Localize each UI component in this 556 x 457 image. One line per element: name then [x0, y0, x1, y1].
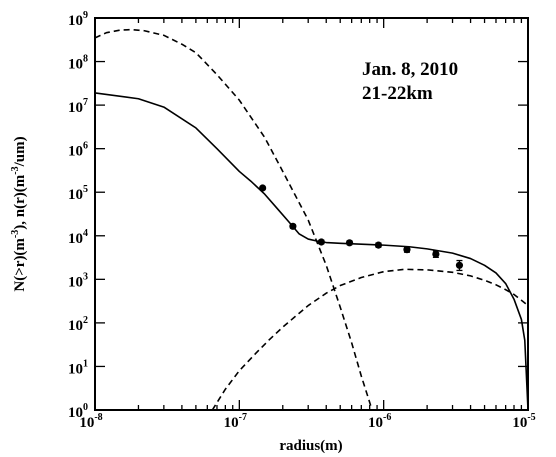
x-tick-label: 10-8	[79, 412, 102, 431]
y-tick-label: 107	[68, 97, 88, 116]
annotation-altitude: 21-22km	[362, 83, 433, 104]
data-point	[432, 250, 440, 258]
dashed-mode-line-1	[95, 28, 373, 410]
y-tick-label: 100	[68, 402, 88, 421]
y-tick-label: 102	[68, 315, 88, 334]
annotation-date: Jan. 8, 2010	[362, 59, 458, 80]
series-lines	[95, 28, 528, 410]
y-tick-label: 106	[68, 141, 88, 160]
solid-fit-line	[95, 92, 528, 410]
data-point	[289, 222, 297, 230]
data-points	[259, 184, 464, 272]
x-tick-label: 10-7	[224, 412, 247, 431]
x-tick-label: 10-6	[368, 412, 391, 431]
x-tick-label: 10-5	[512, 412, 535, 431]
y-tick-label: 103	[68, 271, 88, 290]
y-tick-label: 104	[68, 228, 88, 247]
data-point	[455, 261, 464, 269]
data-point	[317, 238, 325, 246]
data-point	[259, 184, 267, 192]
data-point	[374, 241, 383, 249]
y-tick-label: 101	[68, 358, 88, 377]
axis-ticks	[94, 17, 528, 411]
tick-labels: 10-8 10-7 10-6 10-5 100 101 102 103 104 105 106 107…	[68, 10, 536, 431]
y-axis-title: N(>r)(m-3), n(r)(m-3/um)	[10, 136, 28, 291]
plot-frame	[94, 17, 529, 411]
y-tick-label: 109	[68, 10, 88, 29]
data-point	[345, 239, 354, 247]
x-axis-title: radius(m)	[279, 438, 342, 454]
y-tick-label: 108	[68, 54, 88, 73]
y-tick-label: 105	[68, 184, 88, 203]
dashed-mode-line-2	[211, 268, 528, 410]
data-point	[403, 246, 411, 254]
